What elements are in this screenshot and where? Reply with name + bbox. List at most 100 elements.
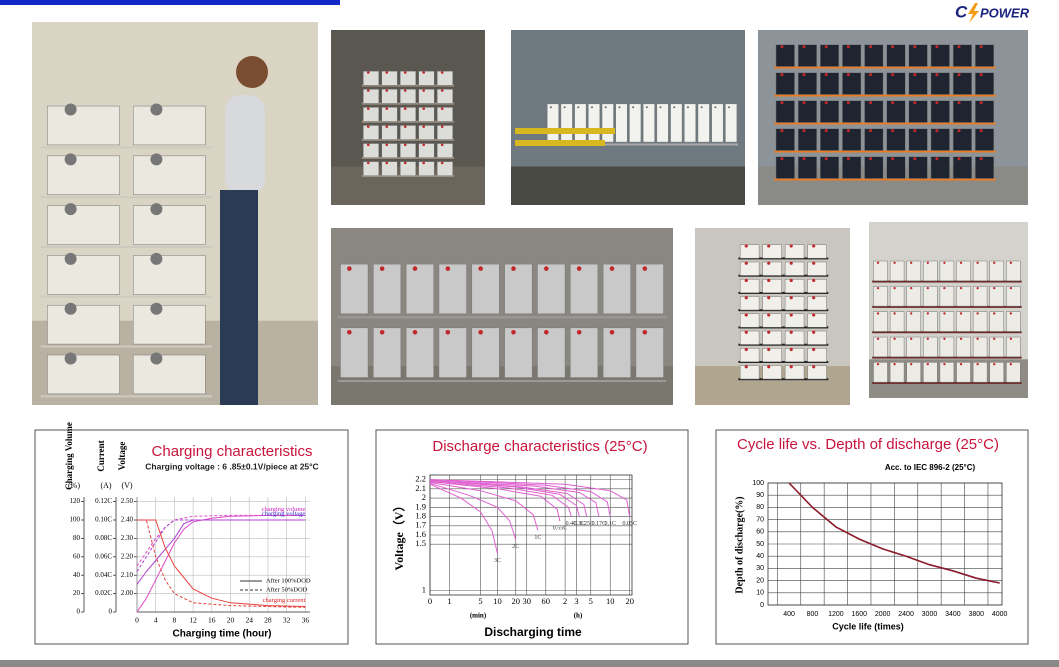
logo-bolt	[968, 3, 979, 23]
photo-battery	[762, 261, 782, 276]
photo-terminal	[422, 125, 426, 129]
photo-terminal	[979, 45, 983, 49]
photo-shelf	[738, 274, 829, 277]
photo-battery	[797, 100, 817, 123]
photo-terminal	[422, 143, 426, 147]
y-tick-label: 120	[70, 497, 81, 505]
photo-battery	[418, 161, 435, 176]
photo-battery	[923, 362, 938, 383]
photo-battery	[739, 296, 760, 311]
photo-battery	[615, 103, 628, 143]
photo-terminal	[812, 347, 816, 352]
x-tick-label: 2	[563, 596, 567, 606]
photo-terminal	[943, 261, 946, 264]
photo-battery	[972, 286, 988, 307]
photo-terminal	[891, 101, 895, 105]
photo-terminal	[64, 203, 77, 216]
photo-terminal	[957, 45, 961, 49]
photo-terminal	[910, 337, 913, 340]
photo-terminal	[943, 337, 946, 340]
photo-battery	[797, 72, 817, 95]
photo-battery	[762, 365, 782, 380]
photo-battery	[906, 260, 921, 282]
series-line	[429, 479, 611, 517]
y-tick-label: 1	[422, 584, 426, 594]
photo-terminal	[412, 329, 418, 335]
photo-terminal	[744, 296, 748, 300]
photo-terminal	[935, 157, 939, 161]
photo-shelf	[337, 316, 667, 319]
x-axis-title: Charging time (hour)	[173, 629, 272, 640]
photo-terminal	[767, 330, 771, 334]
x-tick-label: 20	[625, 596, 634, 606]
photo-terminal	[959, 312, 963, 315]
photo-battery	[762, 348, 782, 363]
y-tick-label: 40	[756, 553, 764, 560]
photo-battery	[939, 362, 955, 383]
photo-battery	[908, 72, 928, 95]
chart-title: Charging characteristics	[152, 443, 313, 460]
photo-terminal	[385, 89, 389, 92]
photo-battery	[797, 128, 817, 151]
x-tick-label: 36	[302, 616, 310, 625]
photo-battery	[972, 260, 988, 282]
photo-battery	[930, 44, 950, 67]
photo-terminal	[767, 278, 771, 283]
x-tick-label: 20	[227, 616, 235, 625]
photo-battery	[989, 311, 1004, 332]
photo-battery	[974, 44, 995, 67]
x-tick-label: 28	[264, 616, 272, 625]
photo-terminal	[846, 157, 850, 161]
photo-terminal	[957, 157, 961, 161]
photo-battery	[47, 205, 120, 245]
photo-terminal	[544, 329, 549, 335]
photo-terminal	[812, 313, 816, 317]
photo-terminal	[366, 107, 370, 110]
photo-battery	[989, 336, 1004, 358]
chart-frame	[375, 429, 689, 645]
photo-terminal	[789, 330, 793, 334]
series-line	[136, 519, 306, 585]
photo-battery	[132, 354, 206, 395]
photo-terminal	[379, 329, 385, 335]
photo-battery	[381, 70, 398, 86]
photo-battery	[405, 327, 434, 378]
series-line	[136, 514, 306, 613]
photo-terminal	[979, 101, 983, 105]
photo-shelf	[872, 331, 1022, 334]
photo-terminal	[789, 313, 793, 317]
photo-terminal	[744, 278, 748, 283]
photo-terminal	[935, 101, 939, 105]
photo-terminal	[1009, 312, 1013, 315]
axis-unit: (A)	[100, 481, 111, 490]
photo-battery	[820, 44, 840, 67]
photo-battery	[1006, 362, 1021, 383]
photo-battery	[923, 260, 938, 282]
photo-terminal	[1009, 337, 1013, 340]
photo-terminal	[642, 329, 648, 335]
photo-terminal	[440, 89, 444, 92]
photo-battery	[864, 44, 884, 67]
photo-battery	[399, 107, 417, 122]
photo-battery	[642, 103, 655, 143]
photo-shelf	[774, 178, 996, 181]
series-label: 0.05C	[622, 521, 637, 527]
axis-unit: (V)	[121, 481, 132, 490]
x-tick-label: 1600	[851, 611, 867, 618]
axis-title: Charging Volume	[64, 422, 74, 490]
photo-battery	[504, 263, 533, 315]
photo-battery	[784, 261, 805, 276]
series-line	[429, 479, 631, 517]
photo-terminal	[445, 329, 451, 335]
photo-terminal	[957, 129, 961, 133]
photo-terminal	[979, 157, 983, 161]
photo-terminal	[659, 106, 662, 109]
y-tick-label: 100	[70, 516, 81, 524]
photo-terminal	[891, 129, 895, 133]
photo-terminal	[976, 261, 979, 264]
photos	[32, 22, 1028, 405]
photo-terminal	[1009, 362, 1013, 366]
y-tick-label: 10	[756, 590, 764, 597]
photo-terminal	[744, 313, 748, 317]
